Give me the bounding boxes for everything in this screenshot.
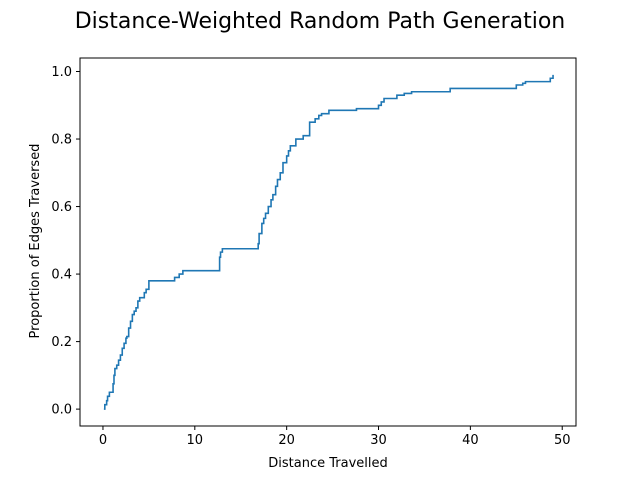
ticks-layer: 0 10 20 30 40 50 0.0 0.2 0.4 0.6 0.8 1.0	[51, 65, 570, 448]
x-tick-label: 30	[370, 433, 387, 448]
x-tick-label: 10	[187, 433, 204, 448]
y-tick-label: 0.4	[51, 268, 72, 283]
y-axis-label: Proportion of Edges Traversed	[28, 144, 43, 339]
y-tick-label: 1.0	[51, 65, 72, 80]
series-layer	[103, 74, 554, 410]
y-tick-label: 0.6	[51, 200, 72, 215]
y-tick-label: 0.8	[51, 133, 72, 148]
x-tick-label: 50	[554, 433, 571, 448]
plot-frame	[79, 57, 577, 427]
x-tick-label: 40	[462, 433, 479, 448]
chart-title: Distance-Weighted Random Path Generation	[75, 9, 566, 34]
x-axis-label: Distance Travelled	[268, 456, 387, 471]
x-tick-label: 20	[278, 433, 295, 448]
y-tick-label: 0.2	[51, 335, 72, 350]
series-line	[103, 74, 554, 410]
x-tick-label: 0	[99, 433, 107, 448]
y-tick-label: 0.0	[51, 403, 72, 418]
